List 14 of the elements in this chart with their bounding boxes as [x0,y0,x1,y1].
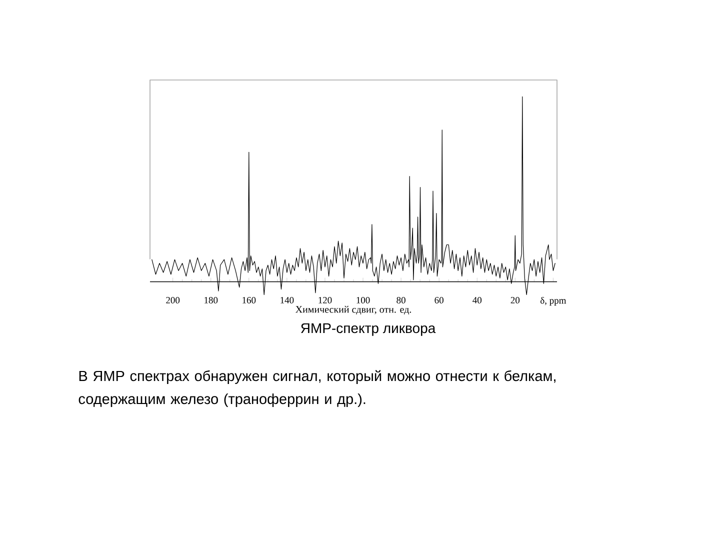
x-tick-label: 140 [280,296,294,304]
text: В ЯМР спектрах обнаружен сигнал, который можно отнести к белкам, содержащим железо (траноферрин и др.). [78,370,556,407]
x-axis-title: Химический сдвиг, отн. ед. [296,306,412,315]
x-tick-label: 180 [204,296,218,304]
x-tick-label: 120 [318,296,332,304]
x-tick-label: 80 [396,296,406,304]
x-tick-label: 100 [356,296,370,304]
x-tick-label: 20 [510,296,520,304]
x-tick-label: 200 [166,296,180,304]
x-tick-label: 60 [434,296,444,304]
text: ЯМР-спектр ликвора [301,323,436,336]
x-tick-label: 160 [242,296,256,304]
x-tick-label: δ, ppm [540,296,566,306]
x-tick-label: 40 [472,296,482,304]
